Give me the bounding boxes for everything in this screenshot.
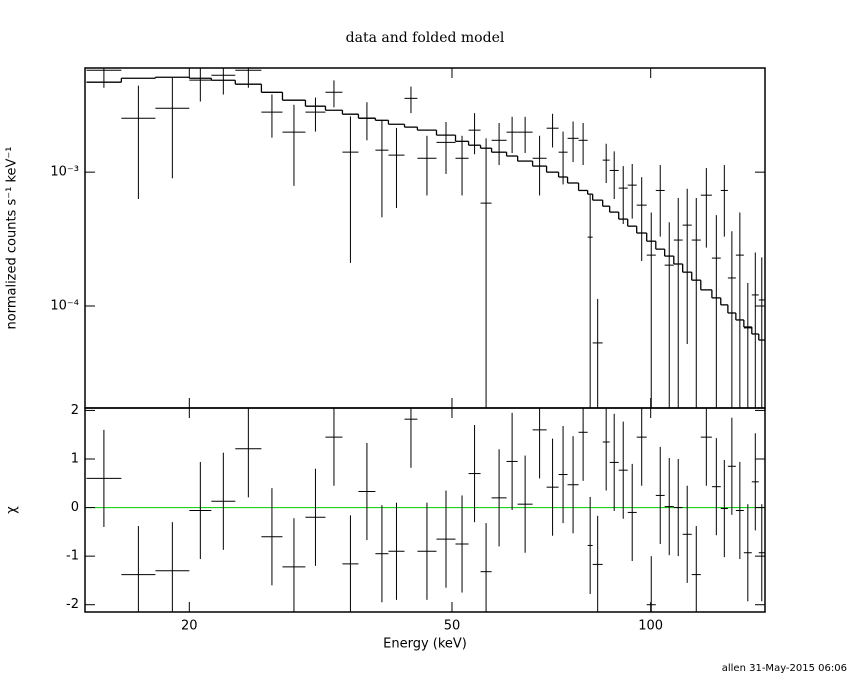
x-tick-label: 100 — [638, 619, 663, 634]
plot-area — [85, 408, 765, 612]
x-tick-label: 50 — [444, 619, 461, 634]
chart-title: data and folded model — [346, 30, 505, 46]
y-tick-label: 10⁻⁴ — [50, 299, 79, 314]
footer: allen 31-May-2015 06:06 — [722, 663, 847, 674]
y-axis-label: χ — [5, 506, 20, 514]
x-tick-label: 20 — [181, 619, 198, 634]
x-axis-label: Energy (keV) — [383, 637, 467, 652]
plot-area — [86, 68, 765, 408]
frame — [84, 407, 766, 613]
y-tick-label: 0 — [71, 500, 79, 515]
y-tick-label: 2 — [71, 403, 79, 418]
y-tick-label: 1 — [71, 452, 79, 467]
y-tick-label: -1 — [66, 549, 79, 564]
y-tick-label: 10⁻³ — [50, 165, 79, 180]
y-axis-label: normalized counts s⁻¹ keV⁻¹ — [5, 147, 20, 330]
y-tick-label: -2 — [66, 597, 79, 612]
